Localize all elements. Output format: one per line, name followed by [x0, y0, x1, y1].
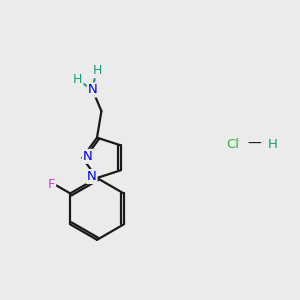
Text: H: H: [92, 64, 102, 77]
Text: N: N: [88, 83, 98, 96]
Text: F: F: [48, 178, 55, 191]
Text: H: H: [73, 73, 83, 86]
Text: Cl: Cl: [226, 138, 239, 151]
Text: —: —: [248, 137, 261, 151]
Text: N: N: [83, 150, 92, 163]
Text: H: H: [267, 138, 277, 151]
Text: N: N: [87, 170, 97, 183]
